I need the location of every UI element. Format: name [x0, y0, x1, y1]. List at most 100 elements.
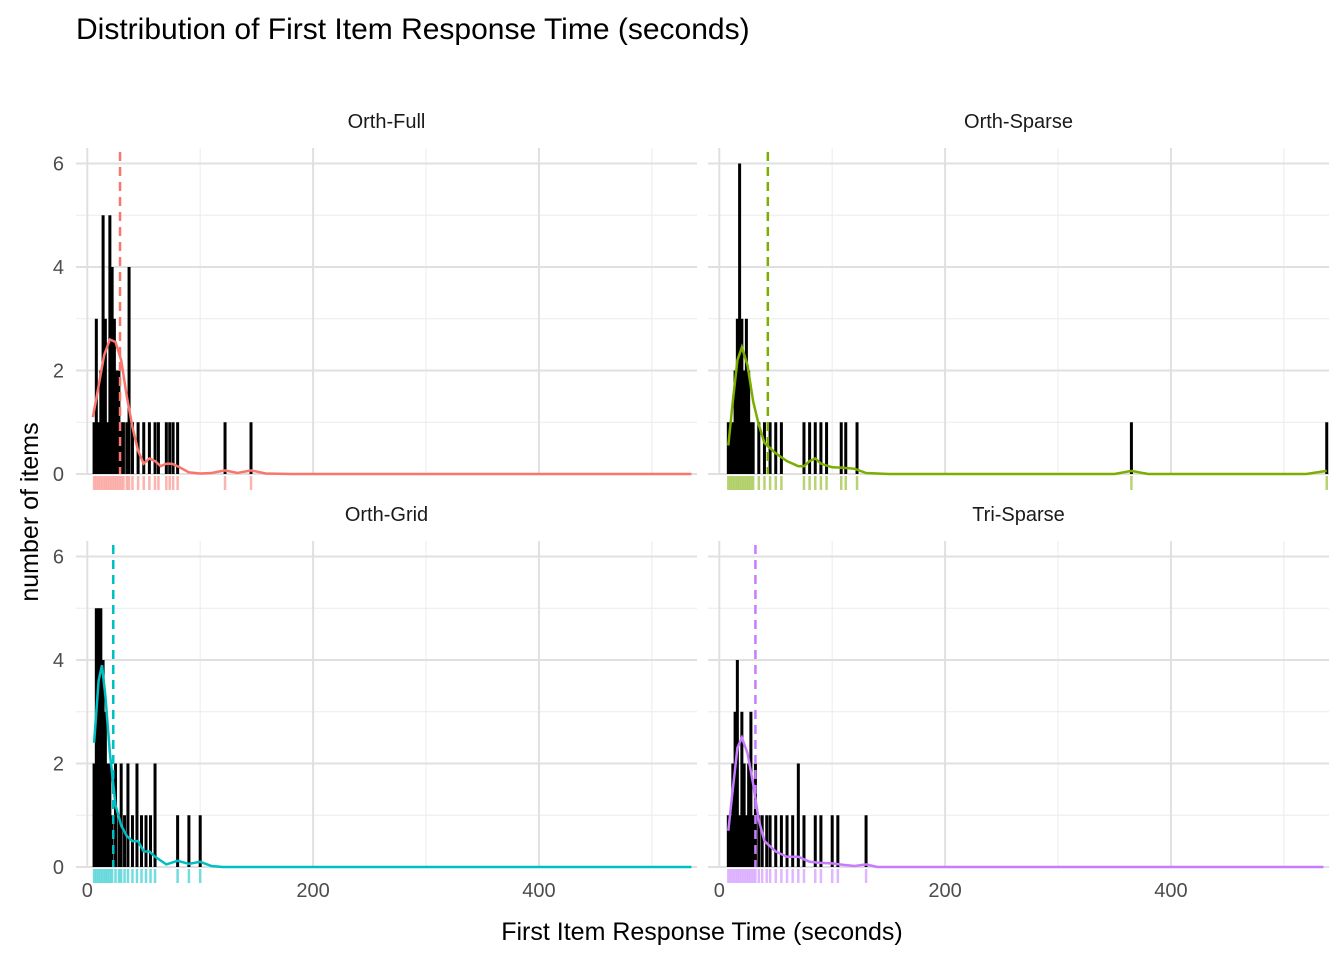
y-tick-label: 6 — [53, 154, 64, 176]
histogram-bar — [738, 815, 742, 867]
histogram-bar — [198, 815, 202, 867]
histogram-bar — [106, 422, 110, 474]
facet-label: Orth-Grid — [345, 504, 428, 526]
histogram-bar — [249, 422, 253, 474]
histogram-bar — [168, 422, 172, 474]
facet-orth-grid: Orth-Grid 0 2 4 6 0 200 400 — [53, 504, 697, 902]
histogram-bar — [733, 370, 737, 474]
histogram-bar — [99, 608, 103, 867]
histogram-bar — [121, 422, 125, 474]
histogram-bar — [813, 815, 817, 867]
histogram-bar — [94, 608, 98, 867]
histogram-bar — [751, 422, 755, 474]
chart-title: Distribution of First Item Response Time… — [76, 13, 750, 46]
histogram-bar — [139, 815, 143, 867]
histogram-bar — [735, 660, 739, 867]
histogram-bar — [187, 815, 191, 867]
histogram-bar — [156, 422, 160, 474]
histogram-bar — [738, 163, 742, 474]
histogram-bar — [731, 763, 735, 867]
histogram-bar — [731, 422, 735, 474]
histogram-bar — [762, 422, 766, 474]
x-axis-label: First Item Response Time (seconds) — [501, 918, 903, 946]
histogram-bar — [153, 422, 157, 474]
histogram-bar — [802, 422, 806, 474]
histogram-bar — [101, 215, 105, 474]
histogram-bar — [117, 815, 121, 867]
histogram-bar — [744, 815, 748, 867]
histogram-bar — [791, 815, 795, 867]
histogram-bar — [744, 318, 748, 474]
histogram-bar — [864, 815, 868, 867]
histogram-bar — [149, 815, 153, 867]
histogram-bar — [785, 815, 789, 867]
facet-panels: Orth-Full 0 2 4 6 Orth-Sparse Orth-Grid 0 2 4 6 0 20… — [53, 111, 1329, 902]
histogram-bar — [135, 763, 139, 867]
density-line — [727, 343, 1327, 476]
x-tick-label: 200 — [928, 880, 961, 902]
histogram-bar — [760, 815, 764, 867]
histogram-bar — [765, 815, 769, 867]
histogram-bar — [144, 815, 148, 867]
density-line — [91, 337, 692, 476]
histogram-bar — [774, 422, 778, 474]
histogram-bar — [751, 815, 755, 867]
histogram-bar — [749, 711, 753, 867]
histogram-bar — [839, 422, 843, 474]
histogram-bar — [92, 422, 96, 474]
histogram-bar — [108, 215, 112, 474]
histogram-bar — [819, 815, 823, 867]
density-line — [92, 664, 692, 869]
histogram-bar — [1129, 422, 1133, 474]
histogram-bar — [779, 815, 783, 867]
x-tick-label: 200 — [296, 880, 329, 902]
y-tick-label: 4 — [53, 650, 64, 672]
histogram-bar — [740, 318, 744, 474]
histogram-bar — [164, 422, 168, 474]
histogram-bar — [740, 711, 744, 867]
histogram-bar — [726, 422, 730, 474]
histogram-bar — [171, 422, 175, 474]
histogram-bar — [176, 815, 180, 867]
histogram-bar — [819, 422, 823, 474]
histogram-bar — [223, 422, 227, 474]
histogram-bar — [747, 370, 751, 474]
histogram-bar — [729, 422, 733, 474]
histogram-bar — [115, 370, 119, 474]
histogram-bar — [130, 422, 134, 474]
y-tick-label: 0 — [53, 464, 64, 486]
y-tick-label: 6 — [53, 547, 64, 569]
histogram-bar — [729, 815, 733, 867]
y-tick-label: 4 — [53, 257, 64, 279]
histogram-bar — [101, 660, 105, 867]
histogram-bar — [742, 370, 746, 474]
histogram-bar — [774, 815, 778, 867]
histogram-bar — [147, 422, 151, 474]
histogram-bar — [123, 815, 127, 867]
histogram-bar — [108, 763, 112, 867]
histogram-bar — [726, 815, 730, 867]
histogram-bar — [103, 711, 107, 867]
histogram-bar — [112, 318, 116, 474]
x-tick-label: 0 — [714, 880, 725, 902]
histogram-bar — [99, 370, 103, 474]
histogram-bar — [119, 422, 123, 474]
histogram-bar — [1325, 422, 1329, 474]
x-tick-label: 400 — [1154, 880, 1187, 902]
y-tick-label: 0 — [53, 857, 64, 879]
facet-label: Orth-Full — [348, 111, 426, 133]
histogram-bar — [855, 422, 859, 474]
facet-orth-full: Orth-Full 0 2 4 6 — [53, 111, 697, 490]
density-line — [727, 734, 1324, 869]
histogram-bar — [735, 318, 739, 474]
histogram-bar — [97, 422, 101, 474]
histogram-bar — [110, 815, 114, 867]
histogram-bar — [757, 815, 761, 867]
histogram-bar — [114, 763, 118, 867]
histogram-bar — [106, 763, 110, 867]
histogram-bar — [830, 815, 834, 867]
histogram-bar — [97, 608, 101, 867]
y-axis-label: number of items — [16, 422, 44, 601]
